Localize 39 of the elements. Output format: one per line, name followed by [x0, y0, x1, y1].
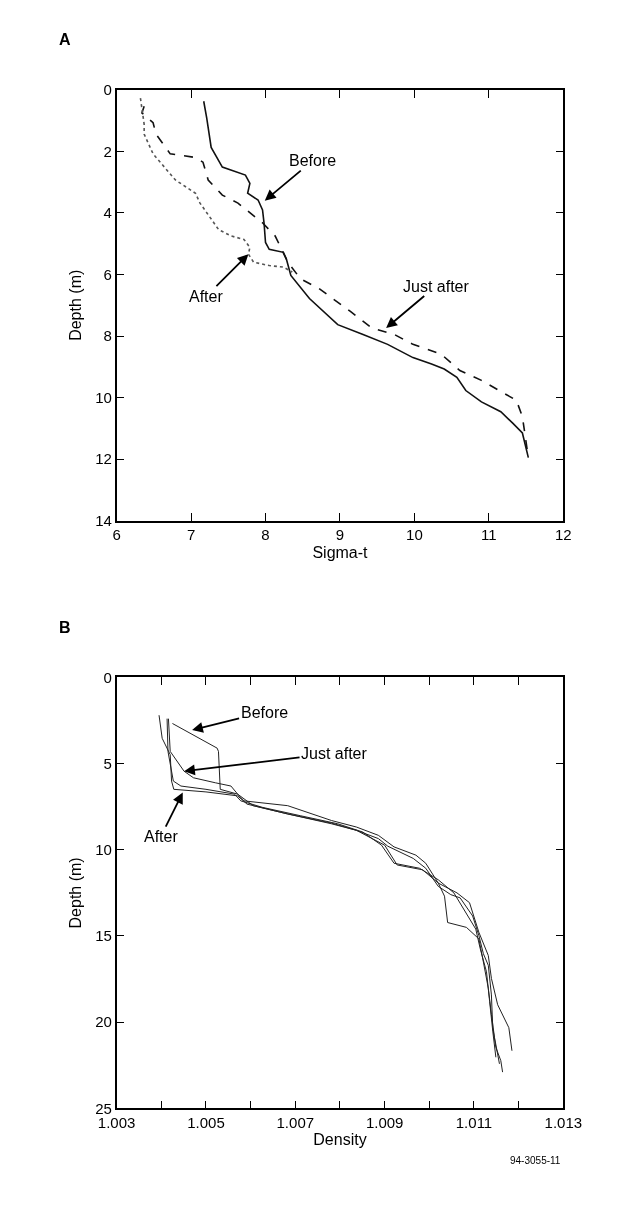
text: 94-3055-11 [510, 1155, 561, 1166]
x-tick-label: 10 [406, 526, 423, 544]
y-tick-label: 25 [95, 1099, 112, 1117]
x-tick-label: 1.011 [455, 1114, 493, 1132]
x-tick-label: 1.003 [97, 1114, 136, 1132]
x-tick-label: 9 [335, 526, 345, 544]
x-tick-label: 11 [481, 526, 497, 544]
annotation: Before [241, 704, 289, 721]
y-tick-label: 20 [95, 1013, 112, 1031]
y-tick-label: 8 [103, 327, 112, 345]
annotation: After [144, 828, 179, 845]
x-axis-title: Sigma-t [312, 543, 369, 561]
y-tick-label: 4 [103, 204, 112, 222]
annotation: Before [289, 152, 337, 169]
y-tick-label: 14 [95, 511, 112, 529]
y-tick-label: 15 [95, 927, 112, 945]
y-tick-label: 0 [103, 668, 112, 686]
y-tick-label: 12 [95, 450, 112, 468]
y-tick-label: 6 [103, 265, 112, 283]
chart-title: A [59, 31, 71, 48]
x-axis-title: Density [313, 1131, 367, 1149]
x-tick-label: 8 [261, 526, 270, 544]
x-tick-label: 12 [554, 526, 572, 544]
x-tick-label: 1.007 [276, 1114, 315, 1132]
chart-title: B [59, 619, 71, 636]
y-tick-label: 10 [95, 841, 112, 859]
annotation: After [189, 288, 224, 305]
y-tick-label: 0 [103, 81, 112, 99]
y-axis-title: Depth (m) [66, 857, 84, 929]
x-tick-label: 1.013 [544, 1114, 583, 1132]
y-tick-label: 10 [95, 388, 112, 406]
x-tick-label: 7 [186, 526, 196, 544]
y-axis-title: Depth (m) [66, 269, 84, 341]
annotation: Just after [403, 278, 470, 295]
x-tick-label: 1.009 [365, 1114, 404, 1132]
annotation: Just after [301, 745, 368, 762]
y-tick-label: 2 [103, 142, 112, 160]
y-tick-label: 5 [103, 754, 112, 772]
x-tick-label: 1.005 [187, 1114, 225, 1132]
